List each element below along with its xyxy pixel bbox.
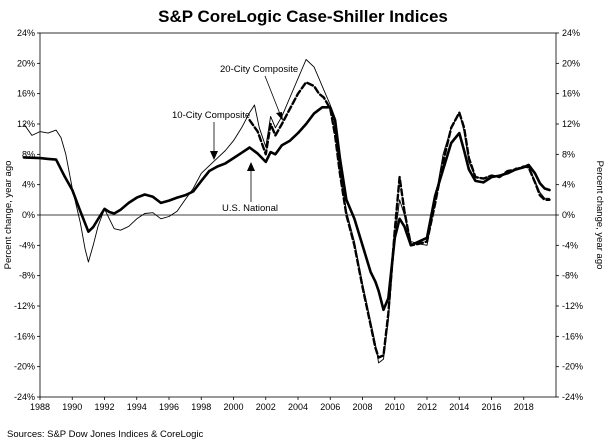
y-tick-label-left: 0% [22,210,35,220]
y-tick-label-left: -20% [14,362,35,372]
y-tick-label-left: 12% [17,119,35,129]
x-tick-label: 2010 [385,402,405,412]
arrowhead-10-city [210,151,218,160]
y-tick-label-left: 20% [17,58,35,68]
x-tick-label: 2018 [514,402,534,412]
x-tick-label: 2002 [256,402,276,412]
x-tick-label: 1988 [30,402,50,412]
y-tick-label-right: 8% [562,149,575,159]
y-tick-label-left: 16% [17,89,35,99]
y-tick-label-right: 20% [562,58,580,68]
y-tick-label-right: 16% [562,89,580,99]
y-tick-label-left: -4% [19,240,35,250]
chart-title: S&P CoreLogic Case-Shiller Indices [158,7,448,26]
y-axis-title-right: Percent change, year ago [594,161,605,270]
y-tick-label-right: -4% [562,240,578,250]
annotation-10-city: 10-City Composite [172,110,250,160]
y-tick-label-left: -8% [19,271,35,281]
x-axis: 1988 1990 1992 1994 1996 1998 2000 2002 2004 2006… [30,397,534,412]
x-tick-label: 2008 [352,402,372,412]
y-tick-label-right: -12% [562,301,583,311]
y-tick-label-left: -12% [14,301,35,311]
x-tick-label: 2016 [481,402,501,412]
x-tick-label: 1990 [62,402,82,412]
x-tick-label: 1994 [127,402,147,412]
y-axis-left: 24% 20% 16% 12% 8% 4% 0% -4% -8% -12% -16% -20% -24% [14,28,40,402]
arrowhead-20-city [276,112,283,121]
y-tick-label-right: 24% [562,28,580,38]
annotation-label-10-city: 10-City Composite [172,110,250,121]
series-layer [22,59,551,364]
y-axis-right: 24% 20% 16% 12% 8% 4% 0% -4% -8% -12% -16% -20% -24% [556,28,583,402]
y-tick-label-left: 8% [22,149,35,159]
y-tick-label-left: 24% [17,28,35,38]
y-tick-label-right: 0% [562,210,575,220]
series-line-u-s-national [22,106,551,312]
y-tick-label-right: 4% [562,180,575,190]
y-tick-label-left: 4% [22,180,35,190]
source-note: Sources: S&P Dow Jones Indices & CoreLog… [7,429,204,440]
y-tick-label-right: -16% [562,331,583,341]
x-tick-label: 2004 [288,402,308,412]
annotation-label-20-city: 20-City Composite [220,64,298,75]
x-tick-label: 1998 [191,402,211,412]
x-tick-label: 2012 [417,402,437,412]
x-tick-label: 2006 [320,402,340,412]
y-tick-label-left: -24% [14,392,35,402]
x-tick-label: 2000 [223,402,243,412]
annotation-arrow-20-city [264,75,281,115]
x-tick-label: 1996 [159,402,179,412]
annotation-label-us-national: U.S. National [222,203,278,214]
y-tick-label-left: -16% [14,331,35,341]
x-tick-label: 2014 [449,402,469,412]
arrowhead-us-national [247,162,255,171]
y-axis-title-left: Percent change, year ago [3,161,14,270]
y-tick-label-right: -20% [562,362,583,372]
y-tick-label-right: -24% [562,392,583,402]
annotation-20-city: 20-City Composite [220,64,298,121]
y-tick-label-right: -8% [562,271,578,281]
annotation-us-national: U.S. National [222,162,278,214]
y-tick-label-right: 12% [562,119,580,129]
x-tick-label: 1992 [94,402,114,412]
